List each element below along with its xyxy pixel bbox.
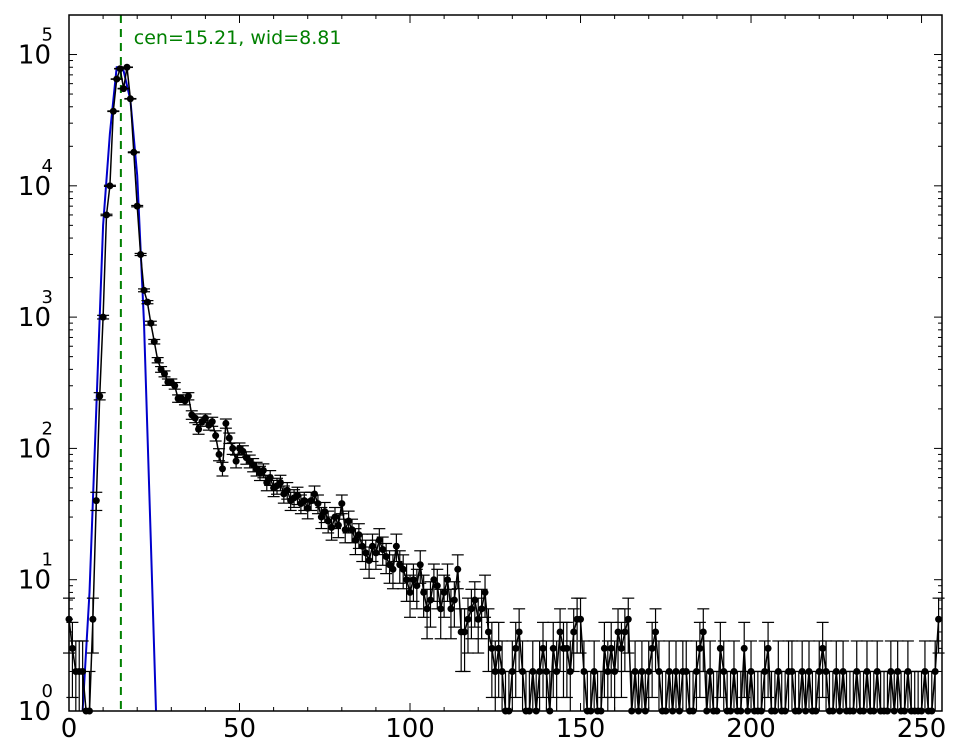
data-point — [332, 514, 345, 539]
y-tick-exponent: 3 — [42, 287, 53, 308]
data-point — [489, 640, 502, 711]
plot-frame — [68, 14, 943, 712]
y-tick-exponent: 5 — [42, 25, 53, 46]
y-tick-exponent: 1 — [42, 550, 53, 571]
y-tick-exponent: 0 — [42, 681, 53, 702]
data-point — [434, 588, 447, 640]
fit-annotation: cen=15.21, wid=8.81 — [134, 27, 342, 49]
x-tick-label: 100 — [385, 714, 435, 744]
x-tick-label: 0 — [61, 714, 78, 744]
y-tick-label: 10 — [18, 41, 51, 71]
data-point — [421, 588, 434, 640]
y-tick-exponent: 2 — [42, 418, 53, 439]
x-tick-label: 150 — [556, 714, 606, 744]
y-tick-label: 10 — [18, 303, 51, 333]
x-tick-label: 50 — [223, 714, 256, 744]
data-point — [444, 588, 457, 640]
x-tick-label: 250 — [897, 714, 947, 744]
data-connector-line — [68, 67, 940, 712]
y-tick-label: 10 — [18, 697, 51, 727]
y-tick-label: 10 — [18, 172, 51, 202]
data-point — [615, 621, 628, 699]
data-point — [383, 550, 396, 584]
y-tick-label: 10 — [18, 434, 51, 464]
y-tick-label: 10 — [18, 566, 51, 596]
x-tick-label: 200 — [726, 714, 776, 744]
y-tick-exponent: 4 — [42, 156, 53, 177]
plot-area — [69, 15, 942, 711]
